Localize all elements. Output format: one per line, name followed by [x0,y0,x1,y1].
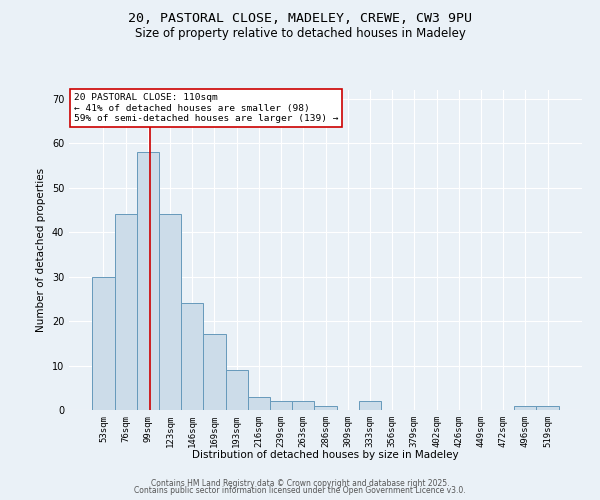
Bar [314,406,337,410]
Bar [359,401,381,410]
Bar [292,401,314,410]
Bar [514,406,536,410]
Bar [270,401,292,410]
Bar [248,396,270,410]
Text: Contains HM Land Registry data © Crown copyright and database right 2025.: Contains HM Land Registry data © Crown c… [151,478,449,488]
Text: 20, PASTORAL CLOSE, MADELEY, CREWE, CW3 9PU: 20, PASTORAL CLOSE, MADELEY, CREWE, CW3 … [128,12,472,26]
Text: Contains public sector information licensed under the Open Government Licence v3: Contains public sector information licen… [134,486,466,495]
Bar [226,370,248,410]
Bar [203,334,226,410]
Bar [536,406,559,410]
Text: Size of property relative to detached houses in Madeley: Size of property relative to detached ho… [134,28,466,40]
Y-axis label: Number of detached properties: Number of detached properties [36,168,46,332]
Bar [115,214,137,410]
Bar [92,276,115,410]
Bar [181,304,203,410]
Bar [159,214,181,410]
Text: 20 PASTORAL CLOSE: 110sqm
← 41% of detached houses are smaller (98)
59% of semi-: 20 PASTORAL CLOSE: 110sqm ← 41% of detac… [74,93,338,123]
Bar [137,152,159,410]
X-axis label: Distribution of detached houses by size in Madeley: Distribution of detached houses by size … [192,450,459,460]
